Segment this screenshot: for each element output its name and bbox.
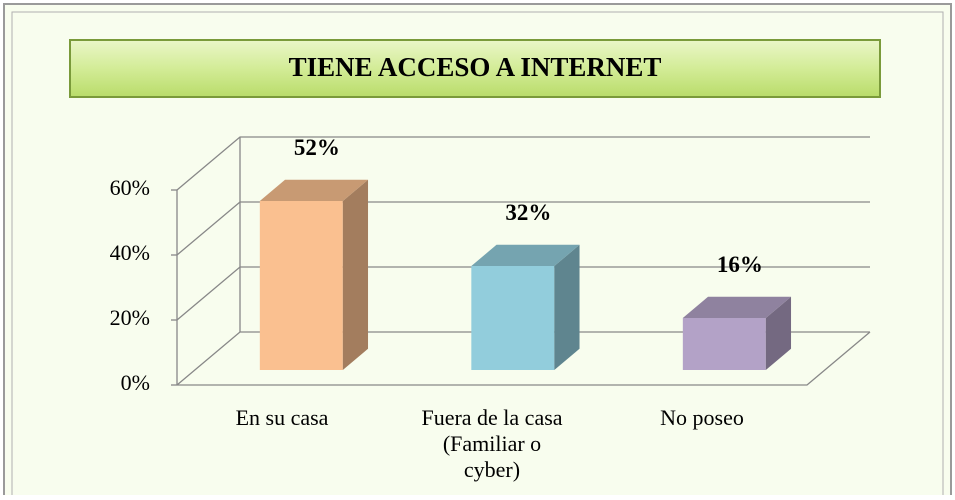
bar-side [765,296,792,371]
bar-top [259,179,369,202]
bar-side [554,244,580,371]
floor-edge [177,331,871,386]
y-tick-label: 40% [110,240,150,265]
bar-top [682,296,792,319]
title-box [69,39,881,98]
grid-line [176,331,870,386]
grid-line [176,136,870,191]
bar-top [471,244,580,267]
bar [259,201,343,371]
y-tick-label: 60% [110,175,150,200]
grid-line [176,266,870,321]
grid-line [176,201,870,256]
y-tick-label: 0% [121,370,150,395]
data-label: 16% [717,252,763,277]
x-tick-label: Fuera de la casa (Familiar o cyber) [421,405,563,482]
data-label: 52% [294,135,340,160]
bar-side [342,179,369,371]
x-tick-label: En su casa [235,405,329,430]
y-tick-label: 20% [110,305,150,330]
bar [471,266,555,371]
x-tick-label: No poseo [660,405,744,430]
data-label: 32% [505,200,551,225]
chart-title: TIENE ACCESO A INTERNET [289,52,662,82]
bar [682,318,766,371]
